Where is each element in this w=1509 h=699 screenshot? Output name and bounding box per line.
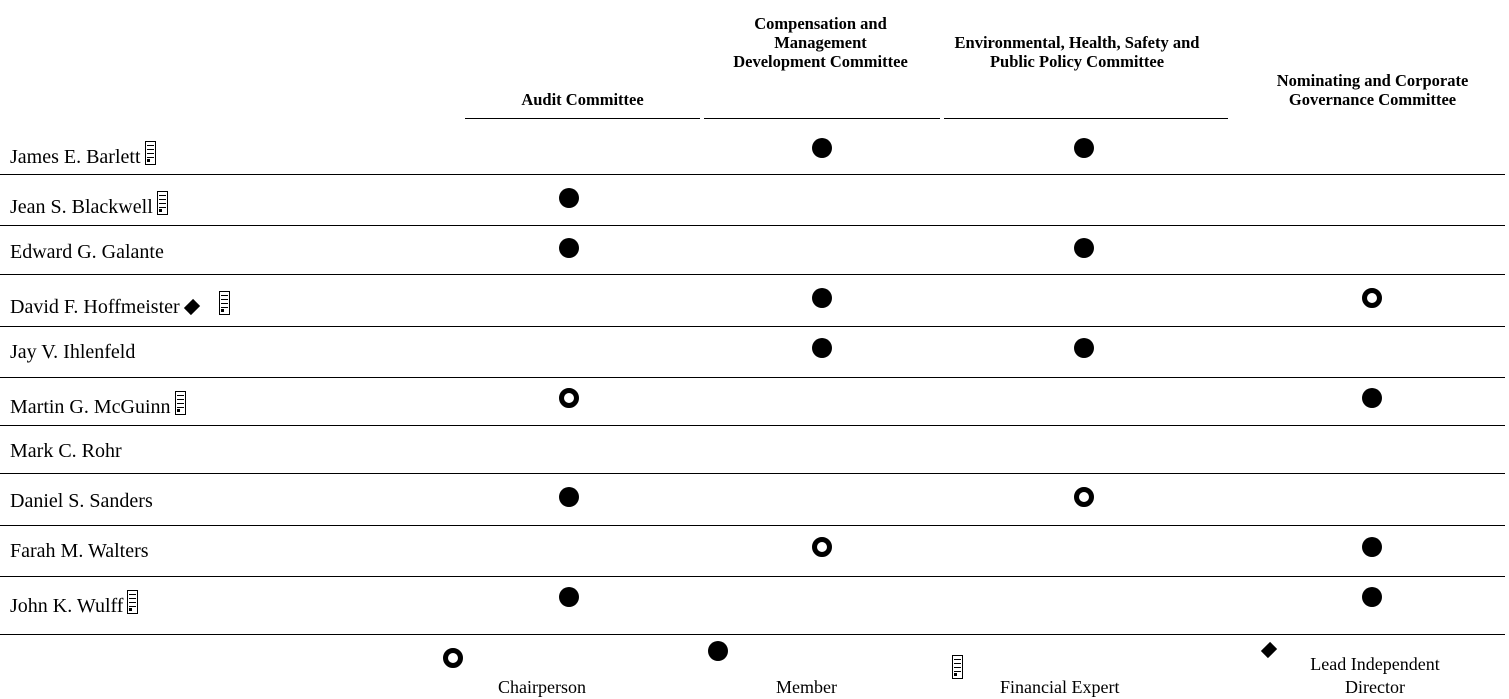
col-header-audit: Audit Committee xyxy=(521,90,644,109)
compensation-member-marker xyxy=(812,338,832,358)
row-divider xyxy=(0,473,1505,474)
director-name-row: Farah M. Walters xyxy=(10,540,149,562)
audit-member-marker xyxy=(559,188,579,208)
nominating-chair-marker xyxy=(1362,288,1382,308)
director-name-row: Edward G. Galante xyxy=(10,241,164,263)
director-name: Mark C. Rohr xyxy=(10,440,122,462)
director-name-row: John K. Wulff xyxy=(10,590,139,617)
director-name: David F. Hoffmeister xyxy=(10,296,180,318)
nominating-member-marker xyxy=(1362,388,1382,408)
header-rule-compensation xyxy=(704,118,940,119)
legend-lead-independent-icon xyxy=(1260,641,1278,659)
legend-lead-independent-label: Lead Independent Director xyxy=(1310,654,1440,697)
row-divider xyxy=(0,525,1505,526)
row-divider xyxy=(0,225,1505,226)
audit-chair-marker xyxy=(559,388,579,408)
document-icon xyxy=(127,590,139,614)
diamond-icon xyxy=(183,298,200,316)
document-icon xyxy=(156,191,168,215)
document-icon xyxy=(144,141,156,165)
director-name: Jay V. Ihlenfeld xyxy=(10,341,136,363)
col-header-compensation: Compensation and Management Development … xyxy=(733,14,908,71)
director-name: Daniel S. Sanders xyxy=(10,490,153,512)
legend-chair-icon xyxy=(443,648,463,668)
environmental-member-marker xyxy=(1074,238,1094,258)
director-name: John K. Wulff xyxy=(10,595,124,617)
director-name: Edward G. Galante xyxy=(10,241,164,263)
director-name: Jean S. Blackwell xyxy=(10,196,153,218)
header-rule-environmental xyxy=(944,118,1228,119)
director-name-row: David F. Hoffmeister xyxy=(10,291,230,318)
legend-member-icon xyxy=(708,641,728,661)
director-name: Martin G. McGuinn xyxy=(10,396,171,418)
director-name-row: Mark C. Rohr xyxy=(10,440,122,462)
audit-member-marker xyxy=(559,238,579,258)
environmental-chair-marker xyxy=(1074,487,1094,507)
row-divider xyxy=(0,425,1505,426)
director-name: James E. Barlett xyxy=(10,146,141,168)
director-name-row: James E. Barlett xyxy=(10,141,156,168)
director-name-row: Jean S. Blackwell xyxy=(10,191,168,218)
director-name-row: Daniel S. Sanders xyxy=(10,490,153,512)
nominating-member-marker xyxy=(1362,537,1382,557)
row-divider xyxy=(0,174,1505,175)
legend-member-label: Member xyxy=(776,677,837,697)
audit-member-marker xyxy=(559,587,579,607)
director-name: Farah M. Walters xyxy=(10,540,149,562)
row-divider xyxy=(0,326,1505,327)
legend-financial-expert-icon xyxy=(952,655,963,679)
row-divider xyxy=(0,274,1505,275)
director-name-row: Martin G. McGuinn xyxy=(10,391,186,418)
compensation-member-marker xyxy=(812,138,832,158)
row-divider xyxy=(0,377,1505,378)
compensation-chair-marker xyxy=(812,537,832,557)
nominating-member-marker xyxy=(1362,587,1382,607)
compensation-member-marker xyxy=(812,288,832,308)
row-divider xyxy=(0,576,1505,577)
audit-member-marker xyxy=(559,487,579,507)
director-name-row: Jay V. Ihlenfeld xyxy=(10,341,135,363)
environmental-member-marker xyxy=(1074,338,1094,358)
row-divider xyxy=(0,634,1505,635)
header-rule-audit xyxy=(465,118,700,119)
col-header-nominating: Nominating and Corporate Governance Comm… xyxy=(1276,71,1469,109)
document-icon xyxy=(218,291,230,315)
col-header-environmental: Environmental, Health, Safety and Public… xyxy=(954,33,1200,71)
document-icon xyxy=(174,391,186,415)
legend-financial-expert-label: Financial Expert xyxy=(1000,677,1120,697)
environmental-member-marker xyxy=(1074,138,1094,158)
legend-chair-label: Chairperson xyxy=(498,677,586,697)
